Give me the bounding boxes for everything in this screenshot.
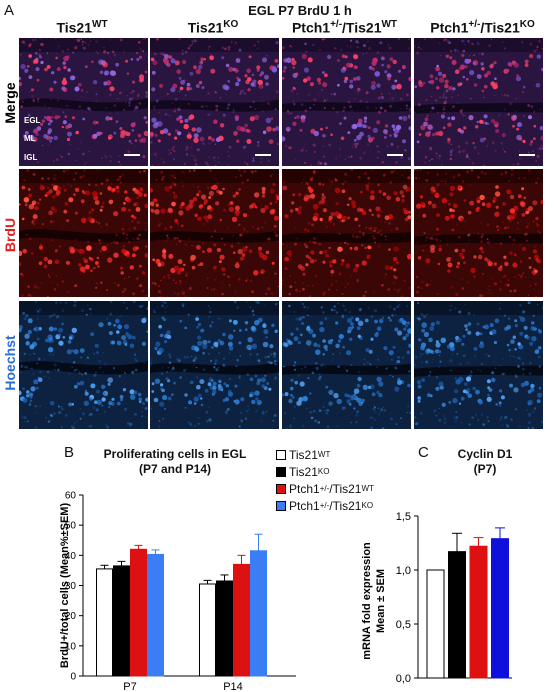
legend-item-ptch1-tis21ko: Ptch1 +/-/Tis21 KO: [276, 497, 374, 514]
panel-a-title: EGL P7 BrdU 1 h: [248, 3, 352, 18]
micrograph-tile: [282, 38, 411, 166]
bar: [130, 548, 147, 677]
micrograph-tile: [19, 169, 148, 297]
bar: [147, 553, 164, 677]
micrograph-tile: [282, 169, 411, 297]
column-header-4: Ptch1+/-/Tis21KO: [430, 19, 535, 36]
legend-swatch: [276, 483, 286, 494]
cyclin-d1-bar-chart: 0,0 0,5 1,0 1,5 mRNA fold expression Mean ± S…: [361, 511, 512, 685]
legend-item-tis21ko: Tis21 KO: [276, 463, 374, 480]
bar: [491, 538, 509, 679]
bar: [426, 569, 445, 679]
micrograph-tile: [150, 169, 279, 297]
micrograph-tile: [414, 301, 543, 429]
panel-b-title-line2: (P7 and P14): [138, 462, 212, 476]
y-tick-label: 30: [65, 581, 77, 592]
row-label-hoechst: Hoechst: [2, 335, 18, 391]
column-header-3: Ptch1+/-/Tis21WT: [291, 19, 398, 36]
bar: [199, 583, 216, 677]
legend-swatch: [276, 500, 286, 511]
legend-item-ptch1-tis21wt: Ptch1 +/-/Tis21 WT: [276, 480, 374, 497]
y-tick-label: 1,5: [396, 511, 411, 523]
scale-bar: [387, 154, 403, 156]
y-axis-label: BrdU+/total cells (Mean%±SEM): [59, 503, 71, 669]
scale-bar: [519, 154, 535, 156]
y-tick-label: 0,5: [396, 619, 411, 631]
column-header-2: Tis21KO: [187, 19, 239, 36]
micrograph-tile: [150, 301, 279, 429]
layer-label-egl: EGL: [24, 116, 41, 125]
y-tick-label: 20: [65, 611, 77, 622]
bar: [469, 545, 488, 679]
x-tick-label: P7: [123, 681, 136, 692]
row-label-merge: Merge: [2, 82, 18, 124]
y-axis-label-line2: Mean ± SEM: [375, 569, 387, 633]
panel-c-letter: C: [418, 444, 429, 461]
column-header-1: Tis21WT: [56, 19, 108, 36]
y-tick-label: 0,0: [396, 673, 411, 685]
bar: [250, 550, 267, 677]
panel-b-letter: B: [64, 444, 75, 461]
scale-bar: [255, 154, 271, 156]
y-tick-label: 50: [65, 521, 77, 532]
legend-item-tis21wt: Tis21 WT: [276, 446, 374, 463]
y-tick-label: 0: [70, 672, 76, 683]
scale-bar: [124, 154, 140, 156]
bar: [448, 551, 466, 679]
y-tick-label: 10: [65, 641, 77, 652]
micrograph-tile: [19, 38, 148, 166]
bar: [233, 563, 250, 677]
panel-b-title-line1: Proliferating cells in EGL: [103, 447, 247, 461]
panel-c-title-line2: (P7): [473, 462, 497, 476]
bar: [96, 568, 113, 677]
legend-swatch: [276, 449, 286, 460]
micrograph-tile: [150, 38, 279, 166]
y-tick-label: 60: [65, 491, 77, 502]
bar: [113, 565, 130, 677]
panel-a-letter: A: [4, 2, 15, 19]
row-label-brdu: BrdU: [2, 217, 18, 253]
y-axis-label-line1: mRNA fold expression: [361, 542, 373, 660]
micrograph-tile: [282, 301, 411, 429]
y-tick-label: 1,0: [396, 565, 411, 577]
panel-c-title-line1: Cyclin D1: [457, 447, 513, 461]
legend-swatch: [276, 466, 286, 477]
legend: Tis21 WT Tis21 KO Ptch1 +/-/Tis21 WT Ptch1 +/…: [276, 446, 374, 514]
micrograph-tile: [414, 169, 543, 297]
layer-label-igl: IGL: [24, 153, 38, 162]
y-tick-label: 40: [65, 551, 77, 562]
x-tick-label: P14: [223, 681, 243, 692]
micrograph-tile: [19, 301, 148, 429]
bar: [216, 580, 233, 677]
layer-label-ml: ML: [24, 134, 36, 143]
micrograph-tile: [414, 38, 543, 166]
